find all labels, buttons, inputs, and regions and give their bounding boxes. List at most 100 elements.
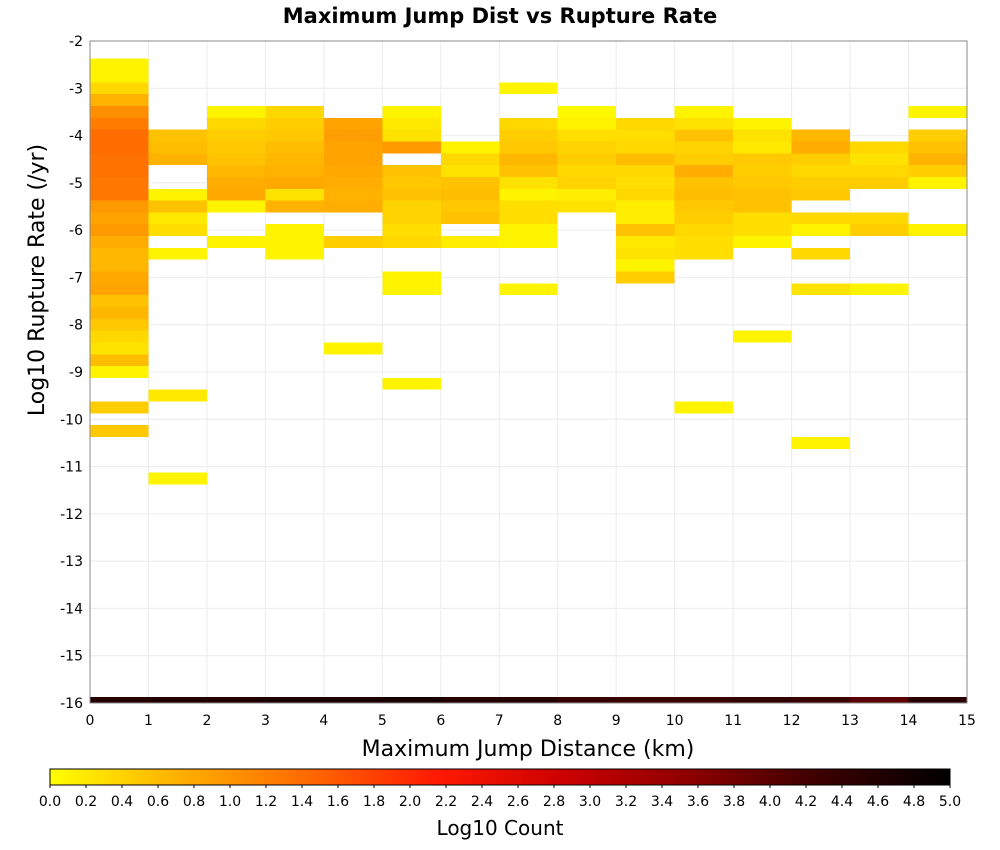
heatmap-cell — [674, 224, 734, 237]
y-axis-label: Log10 Rupture Rate (/yr) — [25, 144, 50, 416]
colorbar-tick-label: 3.8 — [723, 794, 745, 810]
heatmap-cell — [440, 212, 500, 225]
y-tick-label: -11 — [60, 460, 83, 476]
heatmap-cell — [674, 401, 734, 414]
heatmap-cell — [733, 117, 792, 130]
heatmap-cell — [616, 188, 675, 201]
heatmap-cell — [733, 176, 792, 189]
heatmap-cell — [90, 58, 149, 71]
x-tick-label: 14 — [900, 713, 918, 729]
heatmap-cell — [616, 129, 675, 142]
heatmap-cell — [616, 224, 675, 237]
colorbar-tick-label: 2.8 — [543, 794, 565, 810]
heatmap-cell — [440, 165, 500, 177]
heatmap-cell — [323, 697, 383, 703]
colorbar-tick-label: 5.0 — [939, 794, 961, 810]
heatmap-cell — [206, 236, 266, 248]
colorbar-tick-label: 1.4 — [291, 794, 313, 810]
heatmap-cell — [557, 176, 617, 189]
heatmap-cell — [908, 129, 967, 142]
x-tick-label: 1 — [144, 713, 153, 729]
heatmap-cell — [265, 106, 324, 118]
heatmap-cell — [791, 212, 851, 225]
heatmap-cell — [382, 165, 441, 177]
heatmap-cell — [908, 224, 967, 237]
x-tick-label: 15 — [958, 713, 976, 729]
heatmap-cell — [616, 259, 675, 272]
heatmap-cell — [674, 247, 734, 260]
heatmap-cell — [499, 165, 558, 177]
heatmap-cell — [791, 437, 851, 449]
heatmap-cell — [733, 129, 792, 142]
heatmap-cell — [733, 141, 792, 154]
heatmap-cell — [674, 141, 734, 154]
heatmap-cell — [323, 176, 383, 189]
heatmap-cell — [791, 165, 851, 177]
heatmap-cell — [908, 153, 967, 166]
heatmap-cell — [90, 212, 149, 225]
chart-title: Maximum Jump Dist vs Rupture Rate — [283, 4, 717, 28]
colorbar-tick-label: 3.4 — [651, 794, 673, 810]
heatmap-cell — [206, 129, 266, 142]
heatmap-cell — [791, 176, 851, 189]
heatmap-cell — [90, 117, 149, 130]
heatmap-cell — [148, 188, 207, 201]
heatmap-cell — [791, 129, 851, 142]
colorbar-tick-label: 1.0 — [219, 794, 241, 810]
heatmap-cell — [557, 129, 617, 142]
colorbar-tick-label: 0.6 — [147, 794, 169, 810]
colorbar-tick-label: 1.8 — [363, 794, 385, 810]
heatmap-cell — [90, 236, 149, 248]
heatmap-cell — [265, 236, 324, 248]
heatmap-cell — [616, 165, 675, 177]
colorbar-tick-label: 4.4 — [831, 794, 853, 810]
x-tick-label: 9 — [612, 713, 621, 729]
x-tick-label: 11 — [724, 713, 742, 729]
heatmap-cell — [791, 188, 851, 201]
heatmap-cell — [265, 697, 324, 703]
heatmap-cell — [90, 354, 149, 367]
heatmap-cell — [674, 176, 734, 189]
heatmap-cell — [90, 82, 149, 95]
heatmap-cell — [674, 106, 734, 118]
heatmap-cell — [382, 283, 441, 296]
x-tick-label: 6 — [436, 713, 445, 729]
heatmap-cell — [908, 697, 967, 703]
heatmap-cell — [616, 697, 675, 703]
heatmap-cell — [382, 224, 441, 237]
heatmap-cell — [850, 283, 909, 296]
heatmap-cell — [265, 117, 324, 130]
heatmap-cell — [90, 153, 149, 166]
heatmap-cell — [557, 106, 617, 118]
heatmap-cell — [265, 176, 324, 189]
colorbar-tick-label: 3.2 — [615, 794, 637, 810]
x-tick-label: 2 — [202, 713, 211, 729]
heatmap-cell — [499, 117, 558, 130]
heatmap-cell — [733, 224, 792, 237]
x-tick-label: 5 — [378, 713, 387, 729]
heatmap-cell — [557, 188, 617, 201]
heatmap-cell — [616, 153, 675, 166]
heatmap-cell — [850, 212, 909, 225]
heatmap-cell — [908, 176, 967, 189]
heatmap-cell — [382, 129, 441, 142]
y-tick-labels: -2 -3 -4 -5 -6 -7 -8 -9 -10 -11 -12 -13 -14 -15 -16 — [60, 34, 83, 712]
x-tick-labels: 0 1 2 3 4 5 6 7 8 9 10 11 12 13 14 15 — [86, 713, 976, 729]
heatmap-cell — [206, 176, 266, 189]
heatmap-cell — [382, 236, 441, 248]
heatmap-cell — [265, 224, 324, 237]
heatmap-cell — [148, 153, 207, 166]
heatmap-cell — [382, 188, 441, 201]
heatmap-cell — [90, 318, 149, 331]
colorbar-tick-label: 4.6 — [867, 794, 889, 810]
heatmap-cell — [557, 153, 617, 166]
colorbar-tick-label: 2.6 — [507, 794, 529, 810]
heatmap-cell — [733, 212, 792, 225]
colorbar-tick-label: 3.0 — [579, 794, 601, 810]
heatmap-cell — [265, 153, 324, 166]
heatmap-cell — [382, 141, 441, 154]
heatmap-cell — [90, 366, 149, 378]
colorbar-tick-label: 0.4 — [111, 794, 133, 810]
heatmap-cell — [90, 70, 149, 83]
